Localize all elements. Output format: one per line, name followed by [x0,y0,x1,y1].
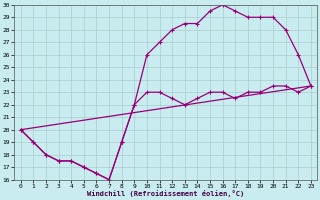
X-axis label: Windchill (Refroidissement éolien,°C): Windchill (Refroidissement éolien,°C) [87,190,244,197]
